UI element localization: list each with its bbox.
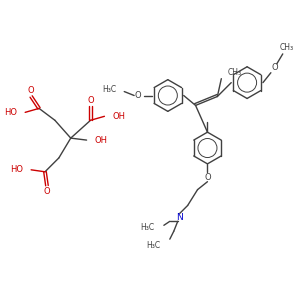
Text: H₃C: H₃C [102, 85, 116, 94]
Text: OH: OH [112, 112, 125, 121]
Text: O: O [272, 63, 278, 72]
Text: H₃C: H₃C [146, 241, 160, 250]
Text: O: O [87, 96, 94, 105]
Text: O: O [28, 86, 34, 95]
Text: O: O [135, 91, 141, 100]
Text: O: O [204, 173, 211, 182]
Text: N: N [176, 213, 183, 222]
Text: HO: HO [10, 165, 23, 174]
Text: CH₃: CH₃ [280, 44, 294, 52]
Text: OH: OH [94, 136, 107, 145]
Text: O: O [44, 187, 50, 196]
Text: H₃C: H₃C [140, 223, 154, 232]
Text: HO: HO [4, 108, 17, 117]
Text: CH₃: CH₃ [227, 68, 242, 77]
